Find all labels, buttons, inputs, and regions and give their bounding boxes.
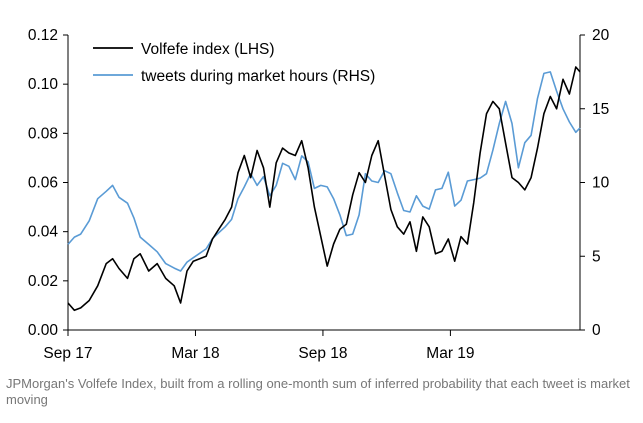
y-right-tick-label: 0 [592, 322, 601, 339]
y-right-tick-label: 10 [592, 175, 610, 192]
x-tick-label: Mar 19 [426, 345, 474, 362]
y-left-tick-label: 0.08 [28, 125, 58, 142]
legend-label-tweets: tweets during market hours (RHS) [141, 68, 375, 85]
x-tick-label: Sep 17 [43, 345, 92, 362]
y-right-tick-label: 20 [592, 27, 610, 44]
y-left-tick-label: 0.06 [28, 175, 58, 192]
y-left-tick-label: 0.02 [28, 273, 58, 290]
legend: Volfefe index (LHS) tweets during market… [93, 41, 375, 85]
y-right-tick-label: 5 [592, 248, 601, 265]
series-line-volfefe [67, 66, 581, 312]
series-line-tweets [67, 71, 581, 272]
plot-lines [67, 66, 581, 312]
y-left-tick-label: 0.04 [28, 224, 59, 241]
y-left-tick-label: 0.12 [28, 27, 58, 44]
axes: 0.00 0.02 0.04 0.06 0.08 0.10 0.12 0 5 10 15 20 Sep … [28, 27, 610, 362]
chart: 0.00 0.02 0.04 0.06 0.08 0.10 0.12 0 5 10 15 20 Sep … [28, 27, 610, 362]
x-tick-label: Mar 18 [171, 345, 219, 362]
legend-label-volfefe: Volfefe index (LHS) [141, 41, 275, 58]
x-tick-label: Sep 18 [298, 345, 347, 362]
y-right-tick-label: 15 [592, 101, 609, 118]
y-left-tick-label: 0.10 [28, 76, 59, 93]
y-left-tick-label: 0.00 [28, 322, 59, 339]
chart-caption: JPMorgan's Volfefe Index, built from a r… [6, 376, 630, 407]
